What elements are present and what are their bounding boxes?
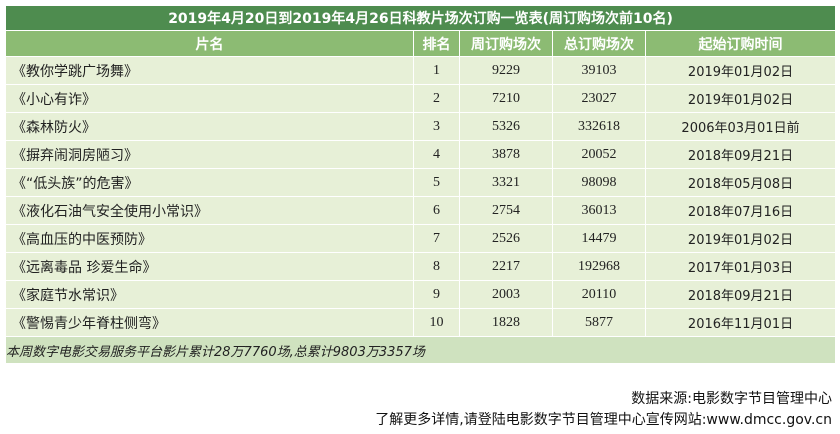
start-date-cell: 2006年03月01日前 bbox=[644, 112, 837, 141]
start-date-cell: 2019年01月02日 bbox=[644, 84, 837, 113]
film-name: 《警惕青少年脊柱侧弯》 bbox=[5, 308, 414, 337]
rank-cell: 4 bbox=[413, 140, 460, 169]
weekly-cell: 3321 bbox=[459, 168, 553, 197]
header-rank: 排名 bbox=[413, 30, 460, 57]
table-row: 《摒弃闹洞房陋习》 4 3878 20052 2018年09月21日 bbox=[5, 140, 837, 169]
film-name: 《小心有诈》 bbox=[5, 84, 414, 113]
data-source-note: 数据来源:电影数字节目管理中心 bbox=[631, 391, 832, 407]
total-cell: 36013 bbox=[552, 196, 646, 225]
start-date-cell: 2019年01月02日 bbox=[644, 224, 837, 253]
header-film-name: 片名 bbox=[5, 30, 414, 57]
start-date-cell: 2017年01月03日 bbox=[644, 252, 837, 281]
weekly-cell: 3878 bbox=[459, 140, 553, 169]
total-cell: 20110 bbox=[552, 280, 646, 309]
table-row: 《高血压的中医预防》 7 2526 14479 2019年01月02日 bbox=[5, 224, 837, 253]
rank-cell: 7 bbox=[413, 224, 460, 253]
film-name: 《家庭节水常识》 bbox=[5, 280, 414, 309]
rank-cell: 1 bbox=[413, 56, 460, 85]
start-date-cell: 2018年09月21日 bbox=[644, 140, 837, 169]
start-date-cell: 2018年09月21日 bbox=[644, 280, 837, 309]
table-row: 《森林防火》 3 5326 332618 2006年03月01日前 bbox=[5, 112, 837, 141]
total-cell: 23027 bbox=[552, 84, 646, 113]
rank-cell: 2 bbox=[413, 84, 460, 113]
total-cell: 332618 bbox=[552, 112, 646, 141]
rank-cell: 5 bbox=[413, 168, 460, 197]
film-name: 《高血压的中医预防》 bbox=[5, 224, 414, 253]
film-name: 《远离毒品 珍爱生命》 bbox=[5, 252, 414, 281]
total-cell: 5877 bbox=[552, 308, 646, 337]
header-start-date: 起始订购时间 bbox=[644, 30, 837, 57]
table-row: 《液化石油气安全使用小常识》 6 2754 36013 2018年07月16日 bbox=[5, 196, 837, 225]
weekly-cell: 2526 bbox=[459, 224, 553, 253]
rank-cell: 6 bbox=[413, 196, 460, 225]
film-name: 《摒弃闹洞房陋习》 bbox=[5, 140, 414, 169]
table-title: 2019年4月20日到2019年4月26日科教片场次订购一览表(周订购场次前10… bbox=[4, 5, 837, 31]
table-title-row: 2019年4月20日到2019年4月26日科教片场次订购一览表(周订购场次前10… bbox=[4, 5, 837, 31]
total-cell: 20052 bbox=[552, 140, 646, 169]
table-row: 《“低头族”的危害》 5 3321 98098 2018年05月08日 bbox=[5, 168, 837, 197]
weekly-cell: 1828 bbox=[459, 308, 553, 337]
film-name: 《液化石油气安全使用小常识》 bbox=[5, 196, 414, 225]
film-name: 《森林防火》 bbox=[5, 112, 414, 141]
total-cell: 98098 bbox=[552, 168, 646, 197]
header-total-screenings: 总订购场次 bbox=[552, 30, 646, 57]
weekly-cell: 7210 bbox=[459, 84, 553, 113]
table-header-row: 片名 排名 周订购场次 总订购场次 起始订购时间 bbox=[5, 30, 837, 57]
rank-cell: 9 bbox=[413, 280, 460, 309]
start-date-cell: 2018年07月16日 bbox=[644, 196, 837, 225]
start-date-cell: 2019年01月02日 bbox=[644, 56, 837, 85]
table-row: 《家庭节水常识》 9 2003 20110 2018年09月21日 bbox=[5, 280, 837, 309]
ranking-table: 2019年4月20日到2019年4月26日科教片场次订购一览表(周订购场次前10… bbox=[4, 5, 837, 364]
total-cell: 39103 bbox=[552, 56, 646, 85]
weekly-cell: 2754 bbox=[459, 196, 553, 225]
film-name: 《教你学跳广场舞》 bbox=[5, 56, 414, 85]
start-date-cell: 2016年11月01日 bbox=[644, 308, 837, 337]
weekly-cell: 9229 bbox=[459, 56, 553, 85]
film-name: 《“低头族”的危害》 bbox=[5, 168, 414, 197]
weekly-cell: 5326 bbox=[459, 112, 553, 141]
weekly-cell: 2217 bbox=[459, 252, 553, 281]
total-cell: 14479 bbox=[552, 224, 646, 253]
start-date-cell: 2018年05月08日 bbox=[644, 168, 837, 197]
weekly-summary: 本周数字电影交易服务平台影片累计28万7760场,总累计9803万3357场 bbox=[4, 336, 837, 364]
weekly-cell: 2003 bbox=[459, 280, 553, 309]
rank-cell: 3 bbox=[413, 112, 460, 141]
summary-row: 本周数字电影交易服务平台影片累计28万7760场,总累计9803万3357场 bbox=[4, 336, 837, 364]
total-cell: 192968 bbox=[552, 252, 646, 281]
table-row: 《警惕青少年脊柱侧弯》 10 1828 5877 2016年11月01日 bbox=[5, 308, 837, 337]
table-row: 《小心有诈》 2 7210 23027 2019年01月02日 bbox=[5, 84, 837, 113]
table-row: 《远离毒品 珍爱生命》 8 2217 192968 2017年01月03日 bbox=[5, 252, 837, 281]
website-note: 了解更多详情,请登陆电影数字节目管理中心宣传网站:www.dmcc.gov.cn bbox=[375, 412, 832, 428]
rank-cell: 8 bbox=[413, 252, 460, 281]
rank-cell: 10 bbox=[413, 308, 460, 337]
table-row: 《教你学跳广场舞》 1 9229 39103 2019年01月02日 bbox=[5, 56, 837, 85]
header-weekly-screenings: 周订购场次 bbox=[459, 30, 553, 57]
